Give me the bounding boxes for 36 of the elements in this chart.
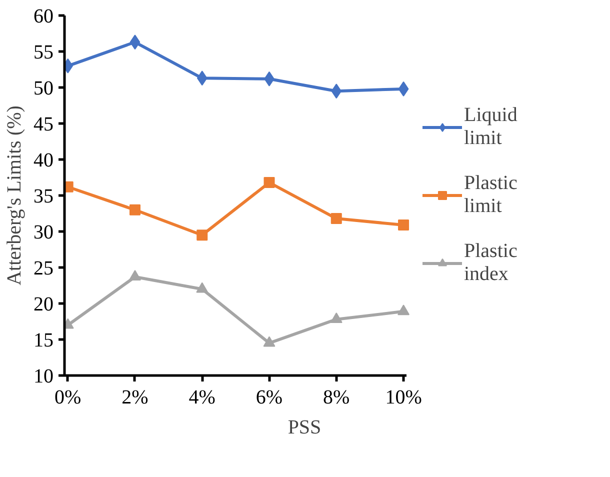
legend-label: Plastic limit <box>464 172 518 218</box>
point <box>264 177 275 188</box>
legend-label: Liquid limit <box>464 104 518 150</box>
y-tick-label: 10 <box>34 366 54 388</box>
point <box>130 34 140 50</box>
y-tick-label: 15 <box>34 330 54 352</box>
x-tick-label: 6% <box>256 386 283 408</box>
point <box>330 213 342 224</box>
y-tick-label: 60 <box>34 6 54 28</box>
x-tick-label: 2% <box>122 386 148 408</box>
point <box>398 304 410 316</box>
y-tick-label: 55 <box>34 42 54 64</box>
point <box>128 270 141 281</box>
x-tick-label: 4% <box>188 386 216 408</box>
point <box>398 81 409 96</box>
point <box>196 70 208 86</box>
legend-label: Plastic index <box>464 240 518 286</box>
x-axis-title: PSS <box>288 416 322 438</box>
point <box>330 312 342 324</box>
y-tick-label: 45 <box>34 114 54 136</box>
point <box>331 84 342 99</box>
point <box>129 204 140 216</box>
y-tick-label: 40 <box>34 150 54 172</box>
point <box>263 336 276 347</box>
point <box>398 220 410 231</box>
y-tick-label: 30 <box>34 222 54 244</box>
point <box>196 230 208 241</box>
y-tick-label: 35 <box>34 186 54 208</box>
point <box>196 282 208 293</box>
x-tick-label: 8% <box>323 386 350 408</box>
x-tick-label: 10% <box>385 386 422 408</box>
y-tick-label: 20 <box>34 294 54 316</box>
x-tick-label: 0% <box>54 386 82 408</box>
y-tick-label: 25 <box>34 258 54 280</box>
y-axis-title: Atterberg's Limits (%) <box>4 106 26 286</box>
y-tick-label: 50 <box>34 78 54 100</box>
